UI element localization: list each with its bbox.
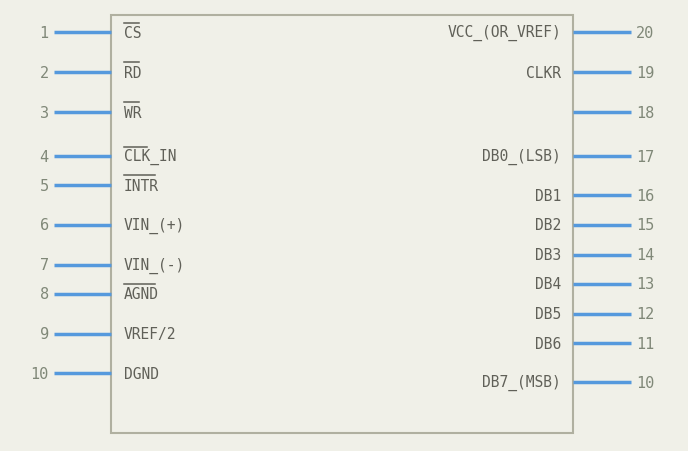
Text: DB0_(LSB): DB0_(LSB): [482, 149, 561, 165]
Text: 10: 10: [30, 366, 49, 381]
Text: 1: 1: [39, 26, 49, 41]
Text: CLK_IN: CLK_IN: [124, 149, 176, 165]
Text: INTR: INTR: [124, 178, 158, 193]
Text: 17: 17: [636, 150, 654, 165]
Text: 7: 7: [39, 258, 49, 273]
Text: 11: 11: [636, 336, 654, 351]
Text: DB1: DB1: [535, 189, 561, 203]
Text: DB5: DB5: [535, 306, 561, 322]
Text: 19: 19: [636, 65, 654, 80]
Text: DB3: DB3: [535, 248, 561, 262]
Text: CLKR: CLKR: [526, 65, 561, 80]
Text: 10: 10: [636, 375, 654, 390]
Text: 20: 20: [636, 26, 654, 41]
Text: VIN_(-): VIN_(-): [124, 257, 185, 273]
Text: 14: 14: [636, 248, 654, 262]
Text: 2: 2: [39, 65, 49, 80]
Text: DB6: DB6: [535, 336, 561, 351]
Text: AGND: AGND: [124, 286, 158, 301]
Text: 13: 13: [636, 277, 654, 292]
Text: 9: 9: [39, 327, 49, 341]
Text: WR: WR: [124, 106, 141, 120]
Text: 18: 18: [636, 106, 654, 120]
Text: 15: 15: [636, 218, 654, 233]
Text: DB7_(MSB): DB7_(MSB): [482, 374, 561, 391]
Text: 8: 8: [39, 286, 49, 301]
Text: DB4: DB4: [535, 277, 561, 292]
Text: 5: 5: [39, 178, 49, 193]
Text: VREF/2: VREF/2: [124, 327, 176, 341]
Text: DGND: DGND: [124, 366, 158, 381]
Text: RD: RD: [124, 65, 141, 80]
Text: 3: 3: [39, 106, 49, 120]
Text: 6: 6: [39, 218, 49, 233]
Text: 12: 12: [636, 306, 654, 322]
Text: VIN_(+): VIN_(+): [124, 217, 185, 234]
Text: 4: 4: [39, 150, 49, 165]
Text: 16: 16: [636, 189, 654, 203]
Bar: [111, 15, 573, 433]
Text: DB2: DB2: [535, 218, 561, 233]
Text: CS: CS: [124, 26, 141, 41]
Text: VCC_(OR_VREF): VCC_(OR_VREF): [447, 25, 561, 41]
